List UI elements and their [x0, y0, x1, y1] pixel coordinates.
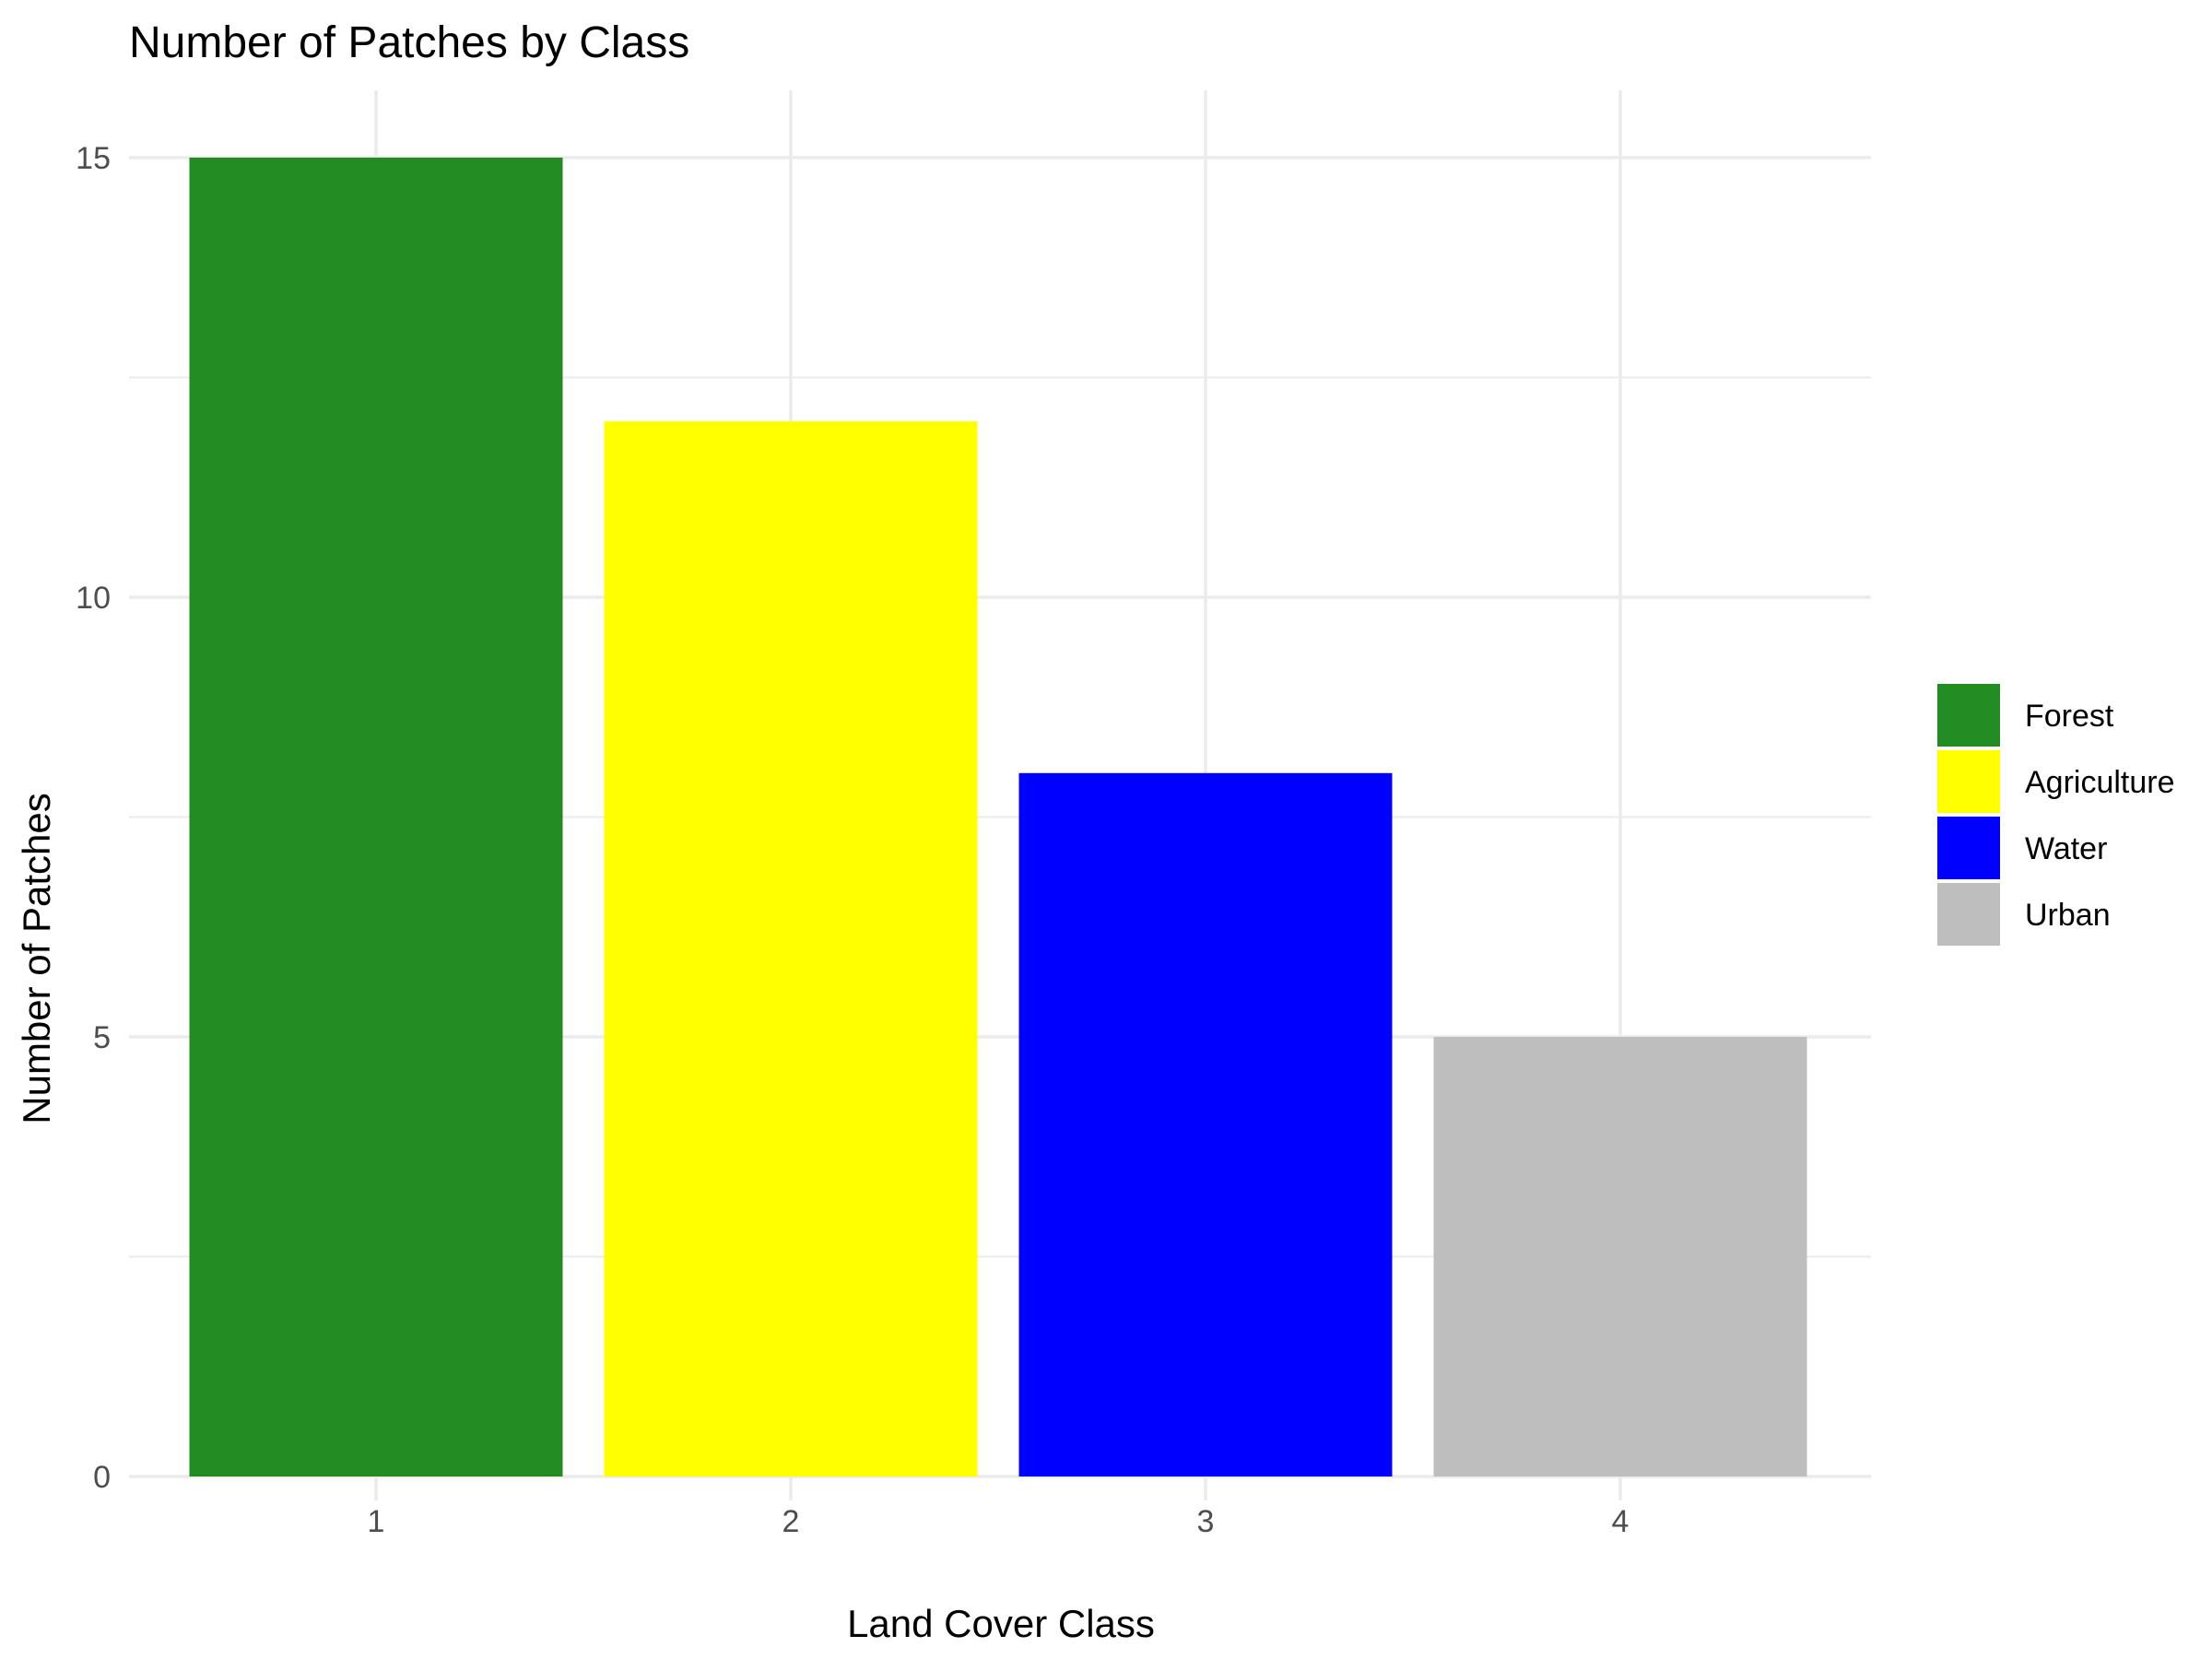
bar-3	[1018, 772, 1393, 1477]
x-tick-label: 4	[1612, 1504, 1630, 1539]
legend-label-forest: Forest	[2025, 699, 2114, 734]
y-tick-label: 15	[76, 141, 111, 176]
bar-2	[604, 421, 978, 1477]
x-axis-title: Land Cover Class	[847, 1602, 1155, 1645]
bars	[189, 158, 1807, 1477]
legend: Forest Agriculture Water Urban	[1937, 684, 2175, 946]
x-tick-labels: 1 2 3 4	[368, 1504, 1630, 1539]
y-tick-label: 5	[93, 1020, 111, 1055]
x-tick-label: 2	[782, 1504, 800, 1539]
y-tick-label: 10	[76, 581, 111, 616]
legend-key-water	[1937, 817, 2000, 879]
legend-label-agriculture: Agriculture	[2025, 765, 2175, 800]
chart-title: Number of Patches by Class	[129, 18, 689, 67]
legend-key-forest	[1937, 684, 2000, 747]
legend-key-agriculture	[1937, 750, 2000, 813]
legend-label-water: Water	[2025, 831, 2107, 866]
legend-label-urban: Urban	[2025, 898, 2111, 933]
x-tick-label: 3	[1197, 1504, 1215, 1539]
y-tick-labels: 0 5 10 15	[76, 141, 111, 1495]
legend-key-urban	[1937, 883, 2000, 946]
x-tick-label: 1	[368, 1504, 385, 1539]
y-axis-title: Number of Patches	[15, 793, 58, 1124]
bar-1	[189, 158, 563, 1477]
y-tick-label: 0	[93, 1460, 111, 1495]
bar-4	[1433, 1037, 1807, 1477]
